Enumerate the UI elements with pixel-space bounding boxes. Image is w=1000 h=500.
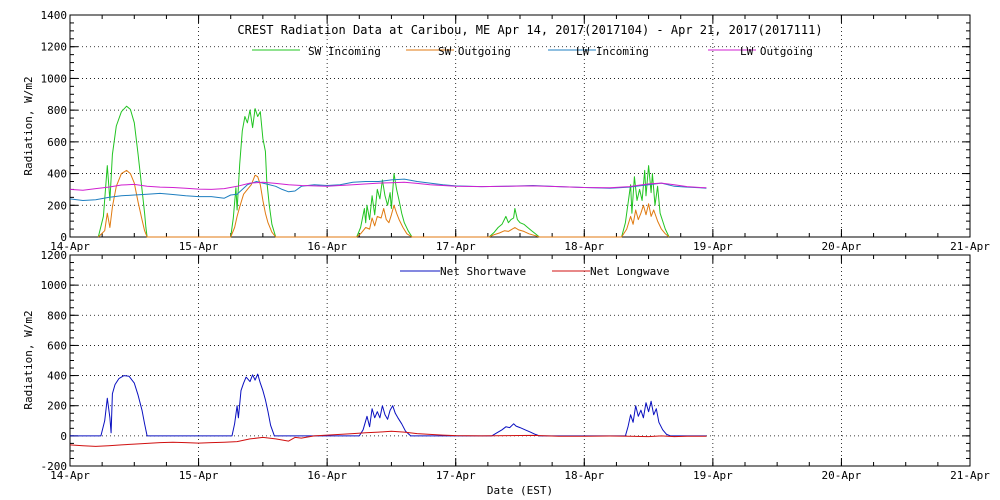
legend-net-longwave-label: Net Longwave bbox=[590, 265, 669, 278]
y-tick-label: 800 bbox=[47, 309, 67, 322]
series-line-sw-outgoing bbox=[97, 169, 670, 238]
y-tick-label: 0 bbox=[60, 430, 67, 443]
x-tick-label: 14-Apr bbox=[50, 469, 90, 482]
y-tick-label: 200 bbox=[47, 199, 67, 212]
y-tick-label: 800 bbox=[47, 104, 67, 117]
bottom-grid bbox=[70, 255, 970, 466]
y-tick-label: 600 bbox=[47, 339, 67, 352]
top-y-ticks: 0 200 400 600 800 1000 1200 1400 bbox=[41, 9, 970, 244]
x-tick-label: 18-Apr bbox=[564, 240, 604, 253]
bottom-legend: Net Shortwave Net Longwave bbox=[400, 265, 669, 278]
x-tick-label: 19-Apr bbox=[693, 240, 733, 253]
top-chart-title: CREST Radiation Data at Caribou, ME Apr … bbox=[237, 23, 822, 37]
x-tick-label: 20-Apr bbox=[822, 469, 862, 482]
y-tick-label: 400 bbox=[47, 168, 67, 181]
top-panel: 0 200 400 600 800 1000 1200 1400 14-Apr 15-Apr 16… bbox=[22, 9, 990, 253]
series-line-net-shortwave bbox=[70, 373, 707, 437]
x-tick-label: 19-Apr bbox=[693, 469, 733, 482]
x-tick-label: 15-Apr bbox=[179, 240, 219, 253]
top-y-axis-label: Radiation, W/m2 bbox=[22, 76, 35, 175]
x-axis-label: Date (EST) bbox=[487, 484, 553, 497]
bottom-x-ticks: 14-Apr 15-Apr 16-Apr 17-Apr 18-Apr 19-Apr 20-A… bbox=[50, 255, 990, 482]
top-legend: SW Incoming SW Outgoing LW Incoming LW O… bbox=[252, 45, 813, 58]
x-tick-label: 20-Apr bbox=[822, 240, 862, 253]
legend-lw-incoming-label: LW Incoming bbox=[576, 45, 649, 58]
y-tick-label: 1200 bbox=[41, 41, 68, 54]
x-tick-label: 21-Apr bbox=[950, 469, 990, 482]
top-plot-frame bbox=[69, 14, 971, 238]
y-tick-label: 400 bbox=[47, 370, 67, 383]
bottom-series bbox=[69, 373, 707, 447]
bottom-panel: -200 0 200 400 600 800 1000 1200 14-Apr 15-Apr 16… bbox=[22, 249, 990, 497]
legend-sw-incoming-label: SW Incoming bbox=[308, 45, 381, 58]
x-tick-label: 14-Apr bbox=[50, 240, 90, 253]
bottom-y-axis-label: Radiation, W/m2 bbox=[22, 310, 35, 409]
x-tick-label: 16-Apr bbox=[307, 469, 347, 482]
x-tick-label: 16-Apr bbox=[307, 240, 347, 253]
top-series bbox=[69, 105, 707, 238]
y-tick-label: 600 bbox=[47, 136, 67, 149]
x-tick-label: 17-Apr bbox=[436, 469, 476, 482]
legend-sw-outgoing-label: SW Outgoing bbox=[438, 45, 511, 58]
x-tick-label: 15-Apr bbox=[179, 469, 219, 482]
y-tick-label: 1400 bbox=[41, 9, 68, 22]
x-tick-label: 17-Apr bbox=[436, 240, 476, 253]
legend-net-shortwave-label: Net Shortwave bbox=[440, 265, 526, 278]
top-grid bbox=[70, 15, 970, 237]
x-tick-label: 21-Apr bbox=[950, 240, 990, 253]
y-tick-label: 1200 bbox=[41, 249, 68, 262]
series-line-net-longwave bbox=[69, 430, 707, 447]
top-x-ticks: 14-Apr 15-Apr 16-Apr 17-Apr 18-Apr 19-Apr 20-A… bbox=[50, 15, 990, 253]
legend-lw-outgoing-label: LW Outgoing bbox=[740, 45, 813, 58]
x-tick-label: 18-Apr bbox=[564, 469, 604, 482]
y-tick-label: 1000 bbox=[41, 279, 68, 292]
y-tick-label: -200 bbox=[41, 460, 68, 473]
bottom-y-ticks: -200 0 200 400 600 800 1000 1200 bbox=[41, 249, 970, 473]
y-tick-label: 200 bbox=[47, 400, 67, 413]
series-line-lw-outgoing bbox=[69, 181, 707, 191]
bottom-plot-frame bbox=[69, 254, 971, 467]
y-tick-label: 1000 bbox=[41, 72, 68, 85]
series-line-lw-incoming bbox=[69, 178, 707, 201]
y-tick-label: 0 bbox=[60, 231, 67, 244]
series-line-sw-incoming bbox=[97, 105, 670, 238]
